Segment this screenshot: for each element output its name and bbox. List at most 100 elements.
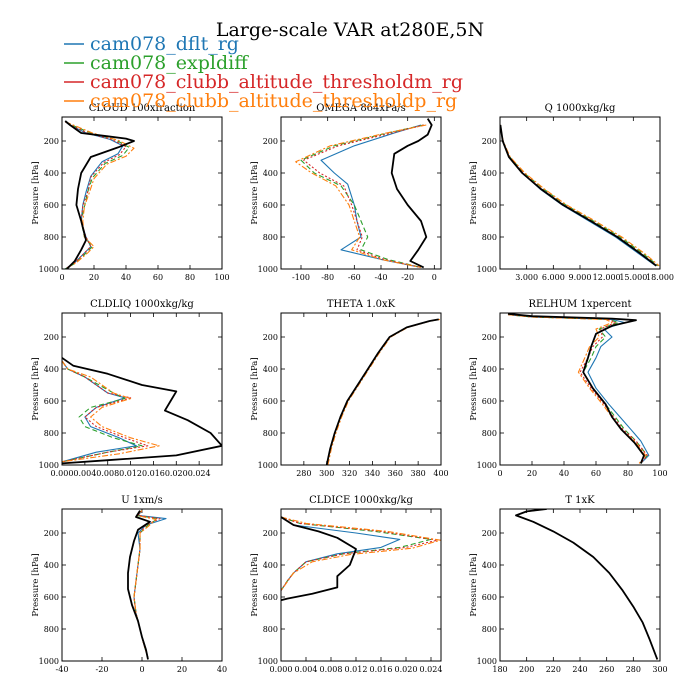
series-line-cam078-clubb-altitude-thresholdp-rg xyxy=(507,314,647,464)
series-line-cam078-clubb-altitude-thresholdm-rg xyxy=(64,121,127,269)
x-tick-label: 100 xyxy=(652,469,667,478)
series-line-cam078-dflt-rg xyxy=(64,121,124,269)
series-line-reference xyxy=(64,120,135,269)
y-tick-label: 1000 xyxy=(39,657,59,666)
y-axis-label: Pressure [hPa] xyxy=(469,357,479,420)
series-line-reference xyxy=(281,516,357,602)
series-line-cam078-dflt-rg xyxy=(133,510,167,658)
x-tick-label: 380 xyxy=(411,469,426,478)
legend-label: cam078_clubb_altitude_thresholdp_rg xyxy=(90,90,457,112)
x-tick-label: 0.020 xyxy=(165,469,188,478)
series-line-cam078-clubb-altitude-thresholdp-rg xyxy=(62,360,160,463)
plot-frame xyxy=(61,116,223,270)
y-tick-label: 800 xyxy=(263,625,278,634)
x-tick-label: 220 xyxy=(546,665,561,674)
x-tick-label: 0.000 xyxy=(51,469,74,478)
x-tick-label: 18.000 xyxy=(646,273,674,282)
series-line-reference xyxy=(507,313,645,464)
series-line-cam078-clubb-altitude-thresholdm-rg xyxy=(62,360,149,463)
legend-label: cam078_dflt_rg xyxy=(90,33,239,55)
x-tick-label: 0.020 xyxy=(395,665,418,674)
legend-item: cam078_clubb_altitude_thresholdp_rg xyxy=(64,90,457,112)
y-axis-label: Pressure [hPa] xyxy=(31,161,41,224)
y-tick-label: 800 xyxy=(44,625,59,634)
series-line-cam078-dflt-rg xyxy=(515,509,658,660)
plot-frame xyxy=(280,116,442,270)
plot-frame xyxy=(61,312,223,466)
y-tick-label: 600 xyxy=(482,593,497,602)
x-tick-label: 240 xyxy=(572,665,587,674)
y-tick-label: 200 xyxy=(263,529,278,538)
x-tick-label: 0.016 xyxy=(370,665,393,674)
y-tick-label: 400 xyxy=(482,365,497,374)
plot-frame xyxy=(499,116,661,270)
y-tick-label: 600 xyxy=(44,201,59,210)
x-tick-label: -40 xyxy=(375,273,388,282)
legend-item: cam078_dflt_rg xyxy=(64,33,239,55)
x-tick-label: 12.000 xyxy=(593,273,621,282)
x-tick-label: 0.024 xyxy=(420,665,443,674)
y-tick-label: 200 xyxy=(263,333,278,342)
plot-frame xyxy=(499,312,661,466)
y-tick-label: 1000 xyxy=(258,265,278,274)
y-axis-label: Pressure [hPa] xyxy=(31,553,41,616)
x-tick-label: 80 xyxy=(623,469,633,478)
x-tick-label: -40 xyxy=(56,665,69,674)
y-tick-label: 600 xyxy=(482,201,497,210)
x-tick-label: 15.000 xyxy=(619,273,647,282)
y-tick-label: 1000 xyxy=(39,461,59,470)
series-line-cam078-clubb-altitude-thresholdm-rg xyxy=(507,314,648,464)
y-tick-label: 400 xyxy=(44,365,59,374)
x-tick-label: 0 xyxy=(59,273,64,282)
y-tick-label: 1000 xyxy=(477,461,497,470)
series-line-cam078-clubb-altitude-thresholdp-rg xyxy=(515,509,658,660)
x-tick-label: 0.012 xyxy=(119,469,142,478)
y-tick-label: 600 xyxy=(263,397,278,406)
legend: cam078_dflt_rgcam078_expldiffcam078_club… xyxy=(64,33,463,112)
y-tick-label: 400 xyxy=(44,561,59,570)
x-tick-label: 280 xyxy=(626,665,641,674)
x-tick-label: 3.000 xyxy=(515,273,538,282)
y-tick-label: 1000 xyxy=(477,657,497,666)
legend-item: cam078_clubb_altitude_thresholdm_rg xyxy=(64,71,463,93)
y-axis-label: Pressure [hPa] xyxy=(250,357,260,420)
series-line-cam078-clubb-altitude-thresholdp-rg xyxy=(64,121,135,269)
x-tick-label: 320 xyxy=(342,469,357,478)
x-tick-label: 100 xyxy=(214,273,229,282)
series-line-cam078-expldiff xyxy=(500,124,659,267)
x-tick-label: 20 xyxy=(177,665,187,674)
x-tick-label: 300 xyxy=(319,469,334,478)
y-axis-label: Pressure [hPa] xyxy=(250,161,260,224)
series-line-reference xyxy=(325,318,439,465)
y-tick-label: 200 xyxy=(482,333,497,342)
x-tick-label: 60 xyxy=(591,469,601,478)
legend-item: cam078_expldiff xyxy=(64,52,249,74)
series-line-cam078-clubb-altitude-thresholdm-rg xyxy=(515,509,658,660)
x-tick-label: 280 xyxy=(296,469,311,478)
series-line-cam078-dflt-rg xyxy=(507,314,650,464)
series-line-cam078-dflt-rg xyxy=(62,360,137,463)
y-tick-label: 400 xyxy=(263,365,278,374)
y-axis-label: Pressure [hPa] xyxy=(31,357,41,420)
legend-label: cam078_clubb_altitude_thresholdm_rg xyxy=(90,71,463,93)
y-tick-label: 1000 xyxy=(477,265,497,274)
x-tick-label: 200 xyxy=(519,665,534,674)
series-line-cam078-clubb-altitude-thresholdm-rg xyxy=(326,318,439,465)
y-tick-label: 600 xyxy=(263,593,278,602)
y-tick-label: 800 xyxy=(482,625,497,634)
series-line-cam078-expldiff xyxy=(507,314,648,464)
x-tick-label: 0.004 xyxy=(295,665,318,674)
series-line-cam078-expldiff xyxy=(326,318,439,465)
panel-8: CLDICE 1000xkg/kg Pressure [hPa] 200 400 600… xyxy=(250,495,442,674)
y-tick-label: 1000 xyxy=(39,265,59,274)
x-tick-label: 0.024 xyxy=(188,469,211,478)
y-tick-label: 200 xyxy=(482,529,497,538)
x-tick-label: -20 xyxy=(401,273,414,282)
x-tick-label: -80 xyxy=(321,273,334,282)
x-tick-label: 0 xyxy=(432,273,437,282)
